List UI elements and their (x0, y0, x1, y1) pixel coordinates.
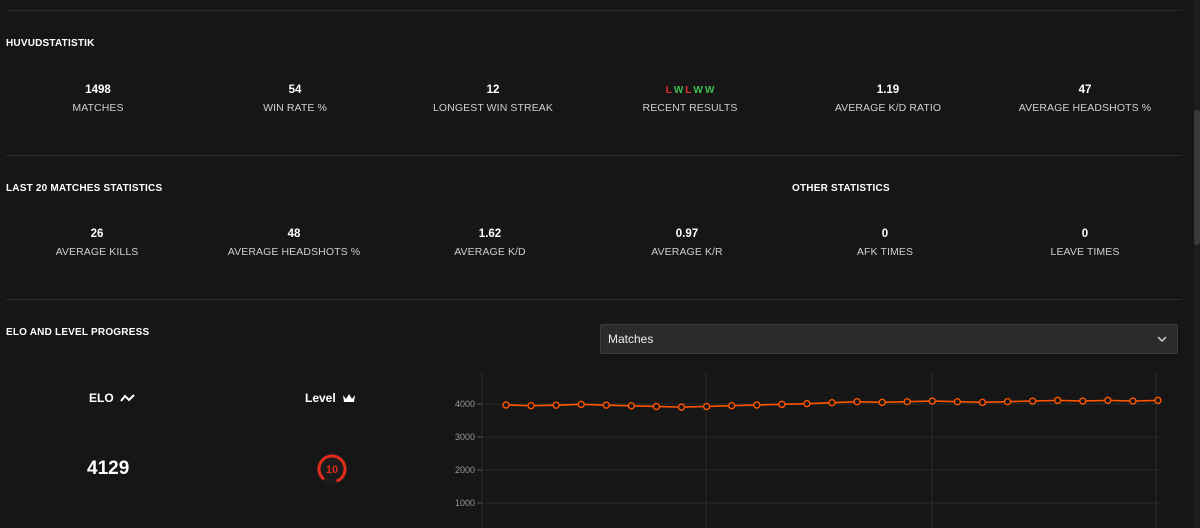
stat-label: AVERAGE KILLS (55, 246, 139, 258)
last20-title: LAST 20 MATCHES STATISTICS (6, 183, 163, 194)
scrollbar-thumb[interactable] (1194, 110, 1200, 245)
stat-avg-kd: 1.19 AVERAGE K/D RATIO (788, 84, 988, 114)
stat-value: 54 (288, 84, 302, 96)
data-point[interactable] (753, 401, 761, 409)
data-point[interactable] (903, 397, 911, 406)
divider (6, 155, 1182, 156)
chart-grid (480, 372, 1160, 528)
level-label: Level (305, 391, 356, 405)
stat-value: 48 (287, 228, 301, 240)
stat-afk-times: 0 AFK TIMES (785, 228, 985, 258)
stat-label: WIN RATE % (263, 102, 327, 114)
stat-value: 0 (881, 228, 889, 240)
stat-value: 0 (1081, 228, 1089, 240)
result-badge: L (665, 85, 672, 96)
data-point[interactable] (502, 401, 510, 409)
stat-avg-kr: 0.97 AVERAGE K/R (587, 228, 787, 258)
y-tick-label: 2000 (455, 465, 475, 475)
data-point[interactable] (1028, 397, 1037, 405)
stat-label: AVERAGE HEADSHOTS % (1018, 102, 1152, 114)
data-point[interactable] (1053, 396, 1062, 405)
elo-trend-icon (119, 394, 135, 402)
chart-y-ticks: 4000 3000 2000 1000 (455, 399, 482, 508)
level-label-text: Level (305, 391, 336, 405)
data-point[interactable] (1104, 396, 1112, 405)
data-point[interactable] (652, 402, 661, 411)
stat-value: 1.19 (876, 84, 900, 96)
data-point[interactable] (1079, 397, 1087, 405)
stat-label: LEAVE TIMES (1050, 246, 1120, 258)
data-point[interactable] (677, 403, 686, 411)
stat-avg-headshots: 47 AVERAGE HEADSHOTS % (985, 84, 1185, 114)
data-point[interactable] (778, 400, 786, 409)
divider (6, 10, 1182, 11)
stat-value: 1.62 (478, 228, 502, 240)
stat-label: AVERAGE K/R (651, 246, 723, 258)
select-value: Matches (608, 332, 654, 346)
crown-icon (342, 393, 355, 402)
stat-value: 1498 (85, 84, 111, 96)
stat-avg-kills: 26 AVERAGE KILLS (0, 228, 197, 258)
stat-avg-kd-20: 1.62 AVERAGE K/D (390, 228, 590, 258)
stat-leave-times: 0 LEAVE TIMES (985, 228, 1185, 258)
stat-label: AVERAGE K/D (454, 246, 526, 258)
data-point[interactable] (527, 401, 535, 410)
elo-label: ELO (89, 391, 136, 405)
result-badge: L (685, 85, 692, 96)
level-badge-value: 10 (326, 464, 338, 476)
main-stats-title: HUVUDSTATISTIK (6, 38, 95, 49)
stat-win-rate: 54 WIN RATE % (195, 84, 395, 114)
data-point[interactable] (878, 398, 886, 407)
stat-label: LONGEST WIN STREAK (432, 102, 554, 114)
data-point[interactable] (928, 397, 937, 405)
elo-progress-chart: 4000 3000 2000 1000 (455, 372, 1162, 528)
data-point[interactable] (1154, 396, 1162, 405)
stat-label: AVERAGE K/D RATIO (834, 102, 942, 114)
data-point[interactable] (953, 397, 962, 406)
stat-label: AVERAGE HEADSHOTS % (227, 246, 361, 258)
data-point[interactable] (702, 402, 711, 411)
data-point[interactable] (602, 401, 611, 409)
data-point[interactable] (727, 401, 736, 410)
data-point[interactable] (627, 402, 636, 410)
level-badge-icon: 10 (316, 453, 348, 485)
chart-range-select[interactable]: Matches (600, 324, 1178, 354)
result-badge: W (693, 85, 703, 96)
stat-value: 0.97 (675, 228, 699, 240)
stat-longest-streak: 12 LONGEST WIN STREAK (393, 84, 593, 114)
stat-label: MATCHES (72, 102, 124, 114)
stat-avg-headshots-20: 48 AVERAGE HEADSHOTS % (194, 228, 394, 258)
stat-matches: 1498 MATCHES (0, 84, 198, 114)
divider (6, 299, 1182, 300)
data-point[interactable] (1129, 397, 1137, 405)
y-tick-label: 3000 (455, 432, 475, 442)
stat-label: AFK TIMES (856, 246, 914, 258)
y-tick-label: 1000 (455, 498, 475, 508)
stat-value: 47 (1078, 84, 1092, 96)
data-point[interactable] (552, 401, 560, 409)
result-badge: W (673, 85, 684, 96)
result-badge: W (704, 85, 715, 96)
data-point[interactable] (1003, 397, 1012, 406)
scrollbar-track[interactable] (1194, 0, 1200, 528)
data-point[interactable] (577, 400, 585, 409)
elo-section-title: ELO AND LEVEL PROGRESS (6, 327, 150, 338)
stat-label: RECENT RESULTS (642, 102, 738, 114)
data-point[interactable] (853, 397, 861, 406)
data-point[interactable] (803, 399, 811, 408)
data-point[interactable] (978, 398, 987, 407)
y-tick-label: 4000 (455, 399, 475, 409)
elo-label-text: ELO (89, 391, 114, 405)
stat-value: 12 (486, 84, 500, 96)
other-stats-title: OTHER STATISTICS (792, 183, 890, 194)
elo-series-points (502, 396, 1162, 411)
chevron-down-icon (1157, 335, 1167, 342)
data-point[interactable] (828, 398, 836, 407)
elo-value: 4129 (87, 458, 130, 479)
stat-value: 26 (90, 228, 104, 240)
